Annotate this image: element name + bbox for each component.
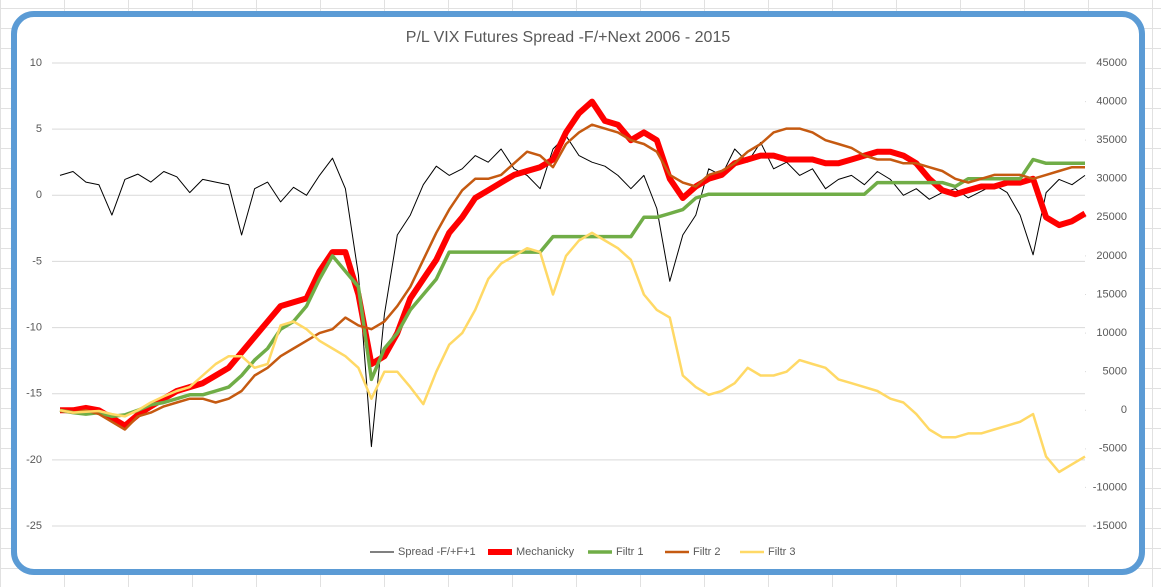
legend-label: Filtr 2 <box>693 546 721 558</box>
chart-title: P/L VIX Futures Spread -F/+Next 2006 - 2… <box>406 29 731 46</box>
legend-label: Mechanicky <box>516 546 575 558</box>
y2-tick-label: 30000 <box>1096 173 1127 185</box>
series-line <box>59 123 1085 431</box>
y2-tick-label: -5000 <box>1099 443 1127 455</box>
y2-tick-label: 20000 <box>1096 250 1127 262</box>
y-tick-label: -5 <box>32 255 42 267</box>
y2-tick-label: -15000 <box>1093 520 1127 532</box>
series-line <box>60 98 1087 429</box>
series-line <box>59 157 1085 419</box>
y-tick-label: 10 <box>30 57 42 69</box>
y-tick-label: 0 <box>36 189 42 201</box>
legend-label: Spread -F/+F+1 <box>398 546 476 558</box>
y-tick-label: -15 <box>26 388 42 400</box>
y2-tick-label: 35000 <box>1096 134 1127 146</box>
series-line <box>59 135 1086 448</box>
y2-tick-label: 0 <box>1121 404 1127 416</box>
legend-label: Filtr 1 <box>616 546 644 558</box>
y-tick-label: -20 <box>26 454 42 466</box>
y2-tick-label: 40000 <box>1096 95 1127 107</box>
y2-tick-label: -10000 <box>1093 481 1127 493</box>
chart-frame <box>11 11 1145 575</box>
y-tick-label: -10 <box>26 321 42 333</box>
y2-tick-label: 25000 <box>1096 211 1127 223</box>
y-tick-label: 5 <box>36 123 42 135</box>
y2-tick-label: 5000 <box>1103 366 1127 378</box>
y-tick-label: -25 <box>26 520 42 532</box>
y2-tick-label: 15000 <box>1096 288 1127 300</box>
legend-label: Filtr 3 <box>768 546 796 558</box>
y2-tick-label: 45000 <box>1096 57 1127 69</box>
series-line <box>59 231 1086 474</box>
y2-tick-label: 10000 <box>1096 327 1127 339</box>
